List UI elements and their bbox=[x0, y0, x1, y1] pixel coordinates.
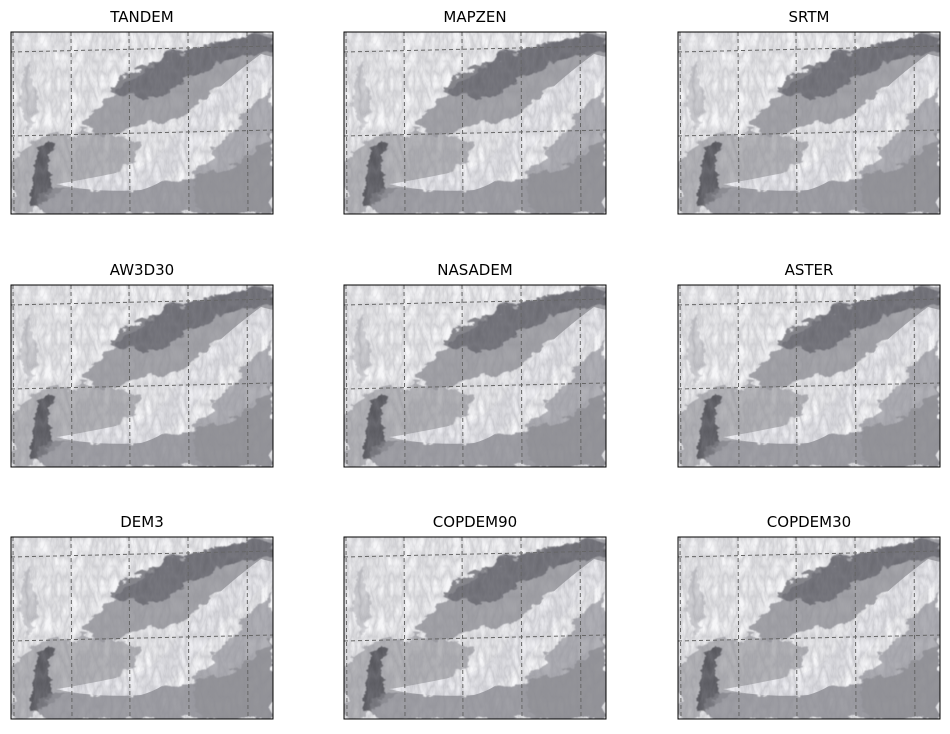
hillshade bbox=[11, 537, 273, 719]
map-panel: COPDEM30 bbox=[677, 513, 941, 720]
panel-title: DEM3 bbox=[120, 513, 164, 531]
hillshade bbox=[678, 537, 940, 719]
panel-title: COPDEM90 bbox=[433, 513, 517, 531]
hillshade-image bbox=[344, 285, 606, 467]
panel-frame bbox=[343, 31, 607, 215]
hillshade-image bbox=[678, 285, 940, 467]
map-panel: MAPZEN bbox=[343, 8, 607, 215]
panel-frame bbox=[343, 536, 607, 720]
panel-frame bbox=[10, 31, 274, 215]
panel-title: AW3D30 bbox=[110, 261, 174, 279]
panel-title: COPDEM30 bbox=[767, 513, 851, 531]
panel-frame bbox=[677, 536, 941, 720]
map-panel: COPDEM90 bbox=[343, 513, 607, 720]
panel-title: MAPZEN bbox=[443, 8, 506, 26]
hillshade-image bbox=[11, 285, 273, 467]
hillshade-image bbox=[678, 32, 940, 214]
map-panel: TANDEM bbox=[10, 8, 274, 215]
map-panel: SRTM bbox=[677, 8, 941, 215]
hillshade-image bbox=[344, 537, 606, 719]
panel-frame bbox=[10, 536, 274, 720]
hillshade-image bbox=[11, 537, 273, 719]
panel-title: ASTER bbox=[785, 261, 834, 279]
panel-frame bbox=[677, 284, 941, 468]
hillshade bbox=[11, 32, 273, 214]
panel-title: SRTM bbox=[789, 8, 830, 26]
hillshade-image bbox=[11, 32, 273, 214]
hillshade bbox=[11, 285, 273, 467]
map-panel: NASADEM bbox=[343, 261, 607, 468]
hillshade bbox=[678, 285, 940, 467]
panel-frame bbox=[677, 31, 941, 215]
map-panel: ASTER bbox=[677, 261, 941, 468]
panel-title: NASADEM bbox=[437, 261, 513, 279]
map-panel: DEM3 bbox=[10, 513, 274, 720]
hillshade-image bbox=[344, 32, 606, 214]
hillshade-image bbox=[678, 537, 940, 719]
panel-frame bbox=[343, 284, 607, 468]
map-panel: AW3D30 bbox=[10, 261, 274, 468]
hillshade bbox=[344, 285, 606, 467]
panel-frame bbox=[10, 284, 274, 468]
hillshade bbox=[678, 32, 940, 214]
hillshade bbox=[344, 537, 606, 719]
hillshade bbox=[344, 32, 606, 214]
panel-title: TANDEM bbox=[109, 8, 173, 26]
